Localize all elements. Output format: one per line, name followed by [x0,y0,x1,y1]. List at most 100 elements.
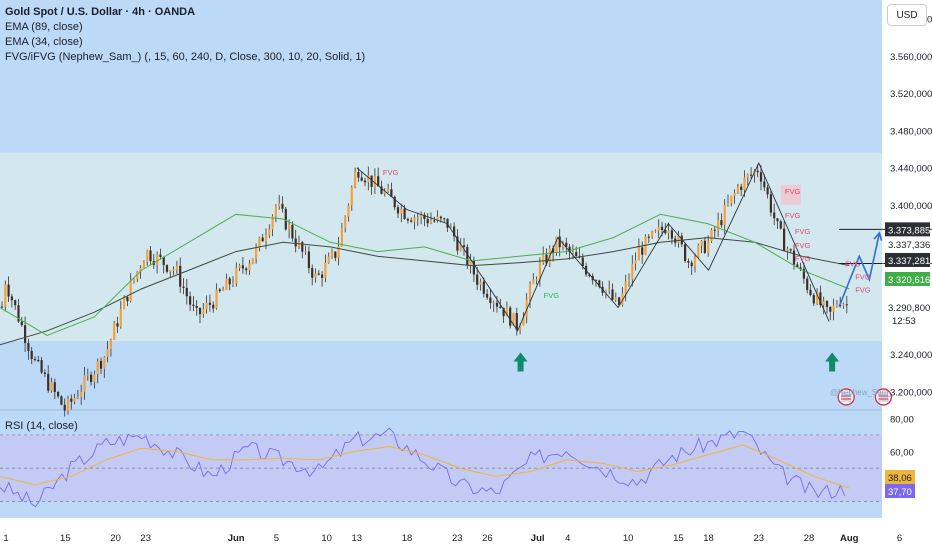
support-zone-layer [0,152,882,342]
candle-body [245,268,248,271]
candle-body [726,203,730,206]
time-tick-label: 18 [402,533,413,544]
candle-body [99,360,103,369]
ema89-legend[interactable]: EMA (89, close) [5,21,83,33]
rsi-legend[interactable]: RSI (14, close) [5,420,78,432]
candle-body [766,187,769,195]
candle-body [505,307,508,317]
candle-body [50,382,53,391]
candle-body [380,186,383,194]
time-tick-label: 10 [623,533,634,544]
candle-body [492,302,495,304]
candle-body [466,246,469,266]
candle-body [453,226,456,237]
fvg-indicator-legend[interactable]: FVG/iFVG (Nephew_Sam_) (, 15, 60, 240, D… [5,51,366,63]
price-label-tag [885,222,930,237]
rsi-value-text: 37,70 [888,487,912,498]
candle-body [809,289,812,295]
candle-body [743,177,746,191]
candle-body [499,306,502,308]
candle-body [512,313,515,326]
time-tick-label: 18 [703,533,714,544]
candle-body [10,296,13,301]
candle-body [86,374,89,376]
candle-body [258,237,261,248]
candle-body [439,216,442,219]
candle-body [792,250,796,265]
candle-body [736,186,739,193]
rsi-line [0,427,846,508]
candle-body [57,392,60,397]
candle-body [436,216,439,221]
candle-body [406,218,409,221]
candle-body [621,293,624,305]
candle-body [185,287,188,297]
candle-body [317,273,320,275]
candle-body [14,300,17,306]
currency-button[interactable]: USD [887,4,927,26]
candle-body [274,206,277,217]
candle-body [604,290,607,293]
candlestick-layer [0,164,848,417]
candle-body [522,316,525,326]
time-tick-label: 15 [673,533,684,544]
candle-body [0,306,4,308]
candle-body [479,281,482,285]
candle-body [789,249,792,251]
candle-body [7,284,10,297]
candle-body [132,278,136,281]
candle-body [169,270,172,272]
time-tick-label: 23 [140,533,151,544]
candle-body [103,356,106,369]
candle-body [53,382,56,393]
fvg-label: FVG [855,273,871,282]
candle-body [542,254,545,263]
support-zone [0,152,882,342]
symbol-title[interactable]: Gold Spot / U.S. Dollar · 4h · OANDA [5,6,196,18]
candle-body [396,207,400,214]
candle-body [700,240,703,246]
time-tick-label: 28 [804,533,815,544]
candle-body [195,306,198,308]
time-tick-label: 23 [753,533,764,544]
candle-body [561,242,565,248]
zigzag-pattern [356,161,830,332]
candle-body [806,278,809,290]
ema34-legend[interactable]: EMA (34, close) [5,36,83,48]
candle-body [80,391,83,397]
candle-body [172,269,175,271]
candle-body [291,224,294,239]
candle-body [255,247,258,259]
candle-body [433,220,436,222]
candle-body [565,242,568,247]
candle-body [710,229,713,242]
candle-body [611,289,614,300]
time-tick-label: 26 [482,533,493,544]
rsi-tick-label: 60,00 [890,448,914,459]
time-tick-label: 1 [3,533,8,544]
candle-body [627,279,631,282]
candle-body [773,212,776,219]
candle-body [624,281,627,294]
candle-body [825,301,829,307]
candle-body [733,192,736,196]
candle-body [202,309,205,315]
candle-body [545,254,548,264]
candle-body [660,226,664,230]
candle-body [370,175,373,188]
projection-path [838,232,881,307]
candle-body [179,265,182,287]
time-tick-label: Jul [531,533,545,544]
candle-body [571,252,574,254]
candle-body [129,280,132,302]
candle-body [634,260,637,264]
candle-body [684,244,687,262]
candle-body [20,321,23,326]
candle-body [693,257,697,267]
candle-body [410,220,413,222]
candle-body [750,174,753,176]
candle-body [462,245,466,247]
candle-body [63,404,66,411]
candle-body [334,251,337,258]
